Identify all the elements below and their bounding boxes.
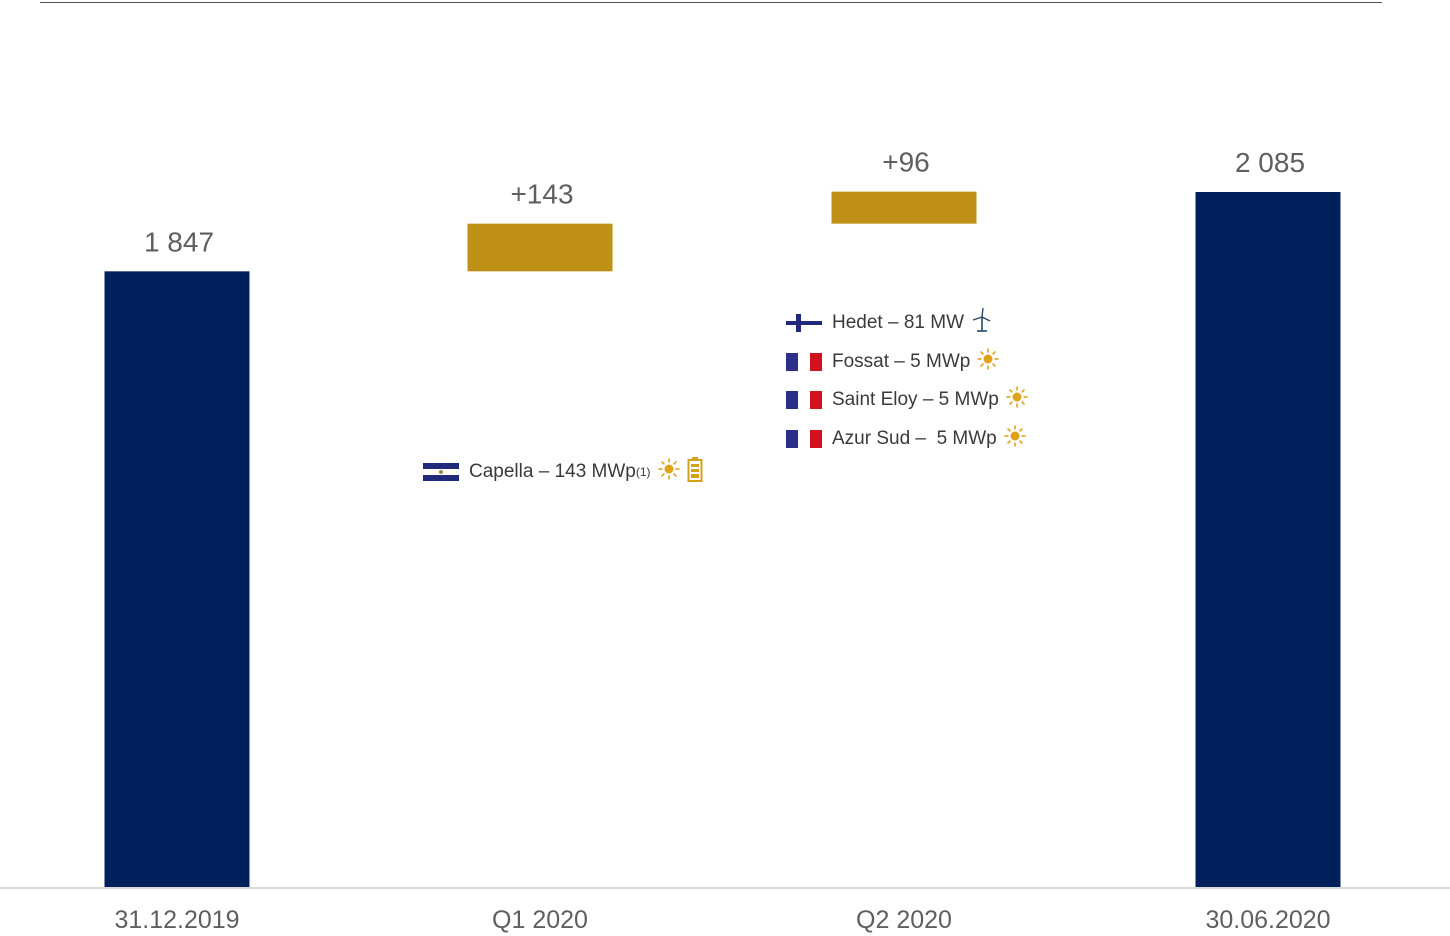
annotation-capella: Capella – 143 MWp (1)	[423, 456, 703, 488]
separator: –	[882, 312, 904, 333]
finland-flag	[786, 314, 822, 332]
annotation-saint-eloy: Saint Eloy – 5 MWp	[786, 385, 1029, 415]
annotation-hedet: Hedet – 81 MW	[786, 307, 994, 338]
project-name: Capella	[469, 461, 534, 482]
sun-icon	[1005, 385, 1029, 415]
el-salvador-flag	[423, 463, 459, 481]
x-tick-label: Q2 2020	[856, 906, 952, 934]
france-flag	[786, 429, 822, 448]
annotation-azur-sud: Azur Sud – 5 MWp	[786, 424, 1027, 454]
value-label: +96	[882, 147, 930, 178]
separator: –	[917, 389, 939, 410]
x-tick-label: 30.06.2020	[1205, 906, 1330, 934]
separator: –	[889, 350, 911, 372]
france-flag	[786, 391, 822, 409]
wind-turbine-icon	[970, 307, 994, 338]
annotation-fossat: Fossat – 5 MWp	[786, 347, 1000, 377]
project-name: Azur Sud	[832, 427, 911, 449]
project-capacity: 5 MWp	[938, 389, 999, 410]
bar-q2-2020	[831, 191, 977, 224]
project-name: Hedet	[832, 312, 883, 333]
top-rule	[40, 2, 1382, 3]
bar-31-12-2019	[104, 271, 250, 887]
value-label: 2 085	[1235, 147, 1305, 178]
project-name: Fossat	[832, 350, 890, 372]
project-capacity: 5 MWp	[936, 427, 997, 449]
sun-icon	[1003, 424, 1027, 454]
footnote-marker: (1)	[635, 465, 651, 479]
value-label: +143	[510, 179, 573, 210]
bar-30-06-2020	[1195, 192, 1341, 887]
project-name: Saint Eloy	[832, 389, 918, 410]
x-tick-label: Q1 2020	[492, 906, 588, 934]
x-tick-label: 31.12.2019	[114, 906, 239, 934]
value-label: 1 847	[144, 226, 214, 257]
project-capacity: 81 MW	[903, 312, 965, 333]
battery-icon	[687, 456, 703, 488]
separator: –	[533, 461, 555, 482]
bar-q1-2020	[467, 223, 613, 272]
sun-icon	[657, 457, 681, 487]
project-capacity: 143 MWp	[554, 461, 636, 482]
project-capacity: 5 MWp	[910, 350, 971, 372]
separator: –	[910, 427, 937, 449]
sun-icon	[976, 347, 1000, 377]
france-flag	[786, 352, 822, 371]
